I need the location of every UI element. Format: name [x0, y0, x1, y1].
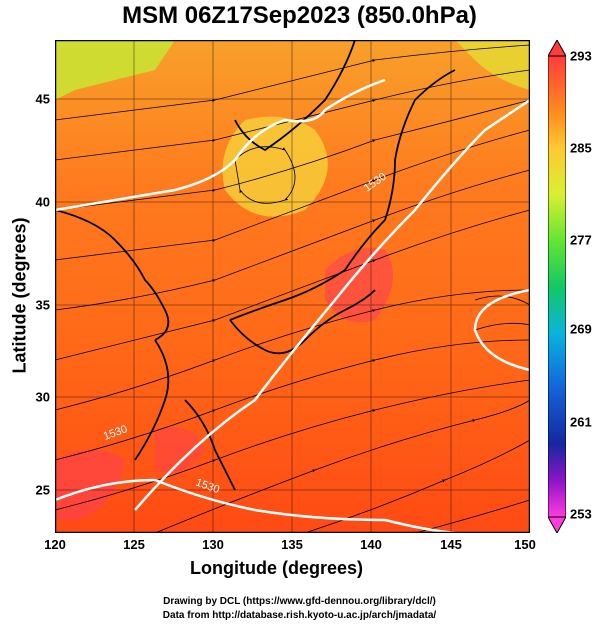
colorbar-gradient: [548, 55, 566, 518]
colorbar-label: 293: [570, 48, 592, 64]
x-axis-label: Longitude (degrees): [190, 558, 364, 578]
colorbar-bottom-arrow: [548, 516, 566, 533]
colorbar-label: 261: [570, 414, 592, 430]
temperature-map: 1530 1530 1530: [55, 40, 530, 533]
y-axis-label: Latitude (degrees): [9, 217, 30, 374]
colorbar-label: 253: [570, 506, 592, 522]
y-tick-label: 45: [35, 91, 50, 107]
footer-credit: Drawing by DCL (https://www.gfd-dennou.o…: [163, 596, 436, 607]
x-tick-label: 130: [202, 537, 224, 552]
x-tick-label: 140: [360, 537, 382, 552]
hot-region-2: [55, 450, 125, 520]
colorbar-label: 285: [570, 140, 592, 156]
temperature-field: [55, 40, 530, 533]
y-tick-label: 40: [35, 194, 50, 210]
map-title: MSM 06Z17Sep2023 (850.0hPa): [122, 2, 477, 29]
x-tick-label: 125: [123, 537, 145, 552]
colorbar-label: 269: [570, 321, 592, 337]
x-tick-label: 120: [44, 537, 66, 552]
streamlines: [55, 44, 530, 533]
x-tick-label: 135: [281, 537, 303, 552]
colorbar: [548, 40, 566, 533]
y-tick-label: 30: [35, 389, 50, 405]
y-tick-label: 35: [35, 297, 50, 313]
x-tick-label: 145: [440, 537, 462, 552]
hot-region-3: [155, 427, 205, 473]
contours: [55, 78, 530, 533]
coastlines: [55, 40, 456, 491]
x-tick-label: 150: [514, 537, 536, 552]
footer-source: Data from http://database.rish.kyoto-u.a…: [162, 610, 437, 621]
plot-frame: [55, 40, 530, 533]
colorbar-label: 277: [570, 232, 592, 248]
colorbar-top-arrow: [548, 40, 566, 57]
y-tick-label: 25: [35, 482, 50, 498]
cool-region-3: [455, 40, 530, 90]
cool-region: [55, 40, 175, 100]
